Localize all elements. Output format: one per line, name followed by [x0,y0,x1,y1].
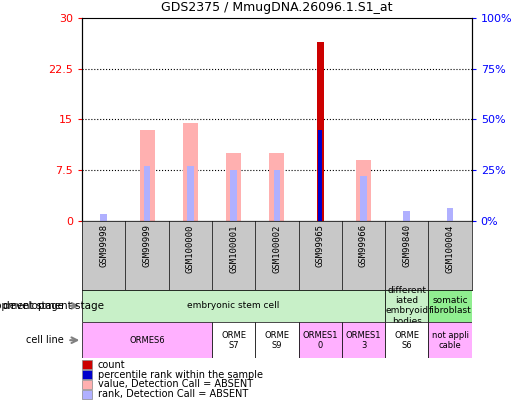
Text: count: count [98,360,126,370]
Bar [317,42,324,221]
Text: development stage: development stage [3,301,104,311]
Bar [273,170,280,221]
Bar [82,322,212,358]
Text: ORMES1
3: ORMES1 3 [346,330,381,350]
Bar [187,166,194,221]
Title: GDS2375 / MmugDNA.26096.1.S1_at: GDS2375 / MmugDNA.26096.1.S1_at [161,1,393,14]
Text: GSM99966: GSM99966 [359,224,368,267]
Text: ORME
S9: ORME S9 [264,330,289,350]
Text: GSM100004: GSM100004 [446,224,455,273]
Text: ORME
S7: ORME S7 [221,330,246,350]
Bar [100,214,107,221]
Text: percentile rank within the sample: percentile rank within the sample [98,370,263,379]
Text: development stage: development stage [0,301,64,311]
Text: GSM99965: GSM99965 [316,224,325,267]
Bar [385,290,428,322]
Bar [230,170,237,221]
Bar [319,130,322,221]
Bar [226,153,241,221]
Text: somatic
fibroblast: somatic fibroblast [429,296,471,315]
Text: cell line: cell line [26,335,64,345]
Text: not appli
cable: not appli cable [431,330,469,350]
Text: GSM99840: GSM99840 [402,224,411,267]
Bar [212,322,255,358]
Bar [403,211,410,221]
Text: ORMES1
0: ORMES1 0 [303,330,338,350]
Text: ORMES6: ORMES6 [129,336,165,345]
Bar [447,207,454,221]
Bar [82,380,92,389]
Bar [255,322,298,358]
Bar [144,166,151,221]
Text: rank, Detection Call = ABSENT: rank, Detection Call = ABSENT [98,389,248,399]
Bar [360,176,367,221]
Text: GSM99999: GSM99999 [143,224,152,267]
Bar [269,153,285,221]
Bar [356,160,371,221]
Bar [342,322,385,358]
Bar [82,360,92,369]
Text: GSM99998: GSM99998 [99,224,108,267]
Text: GSM100001: GSM100001 [229,224,238,273]
Bar [82,290,385,322]
Text: different
iated
embryoid
bodies: different iated embryoid bodies [385,286,428,326]
Bar [385,322,428,358]
Text: GSM100000: GSM100000 [186,224,195,273]
Bar [428,322,472,358]
Bar [428,290,472,322]
Bar [298,322,342,358]
Text: ORME
S6: ORME S6 [394,330,419,350]
Bar [82,390,92,399]
Text: embryonic stem cell: embryonic stem cell [188,301,280,310]
Bar [82,370,92,379]
Text: value, Detection Call = ABSENT: value, Detection Call = ABSENT [98,379,253,389]
Text: GSM100002: GSM100002 [272,224,281,273]
Bar [139,130,155,221]
Bar [183,123,198,221]
